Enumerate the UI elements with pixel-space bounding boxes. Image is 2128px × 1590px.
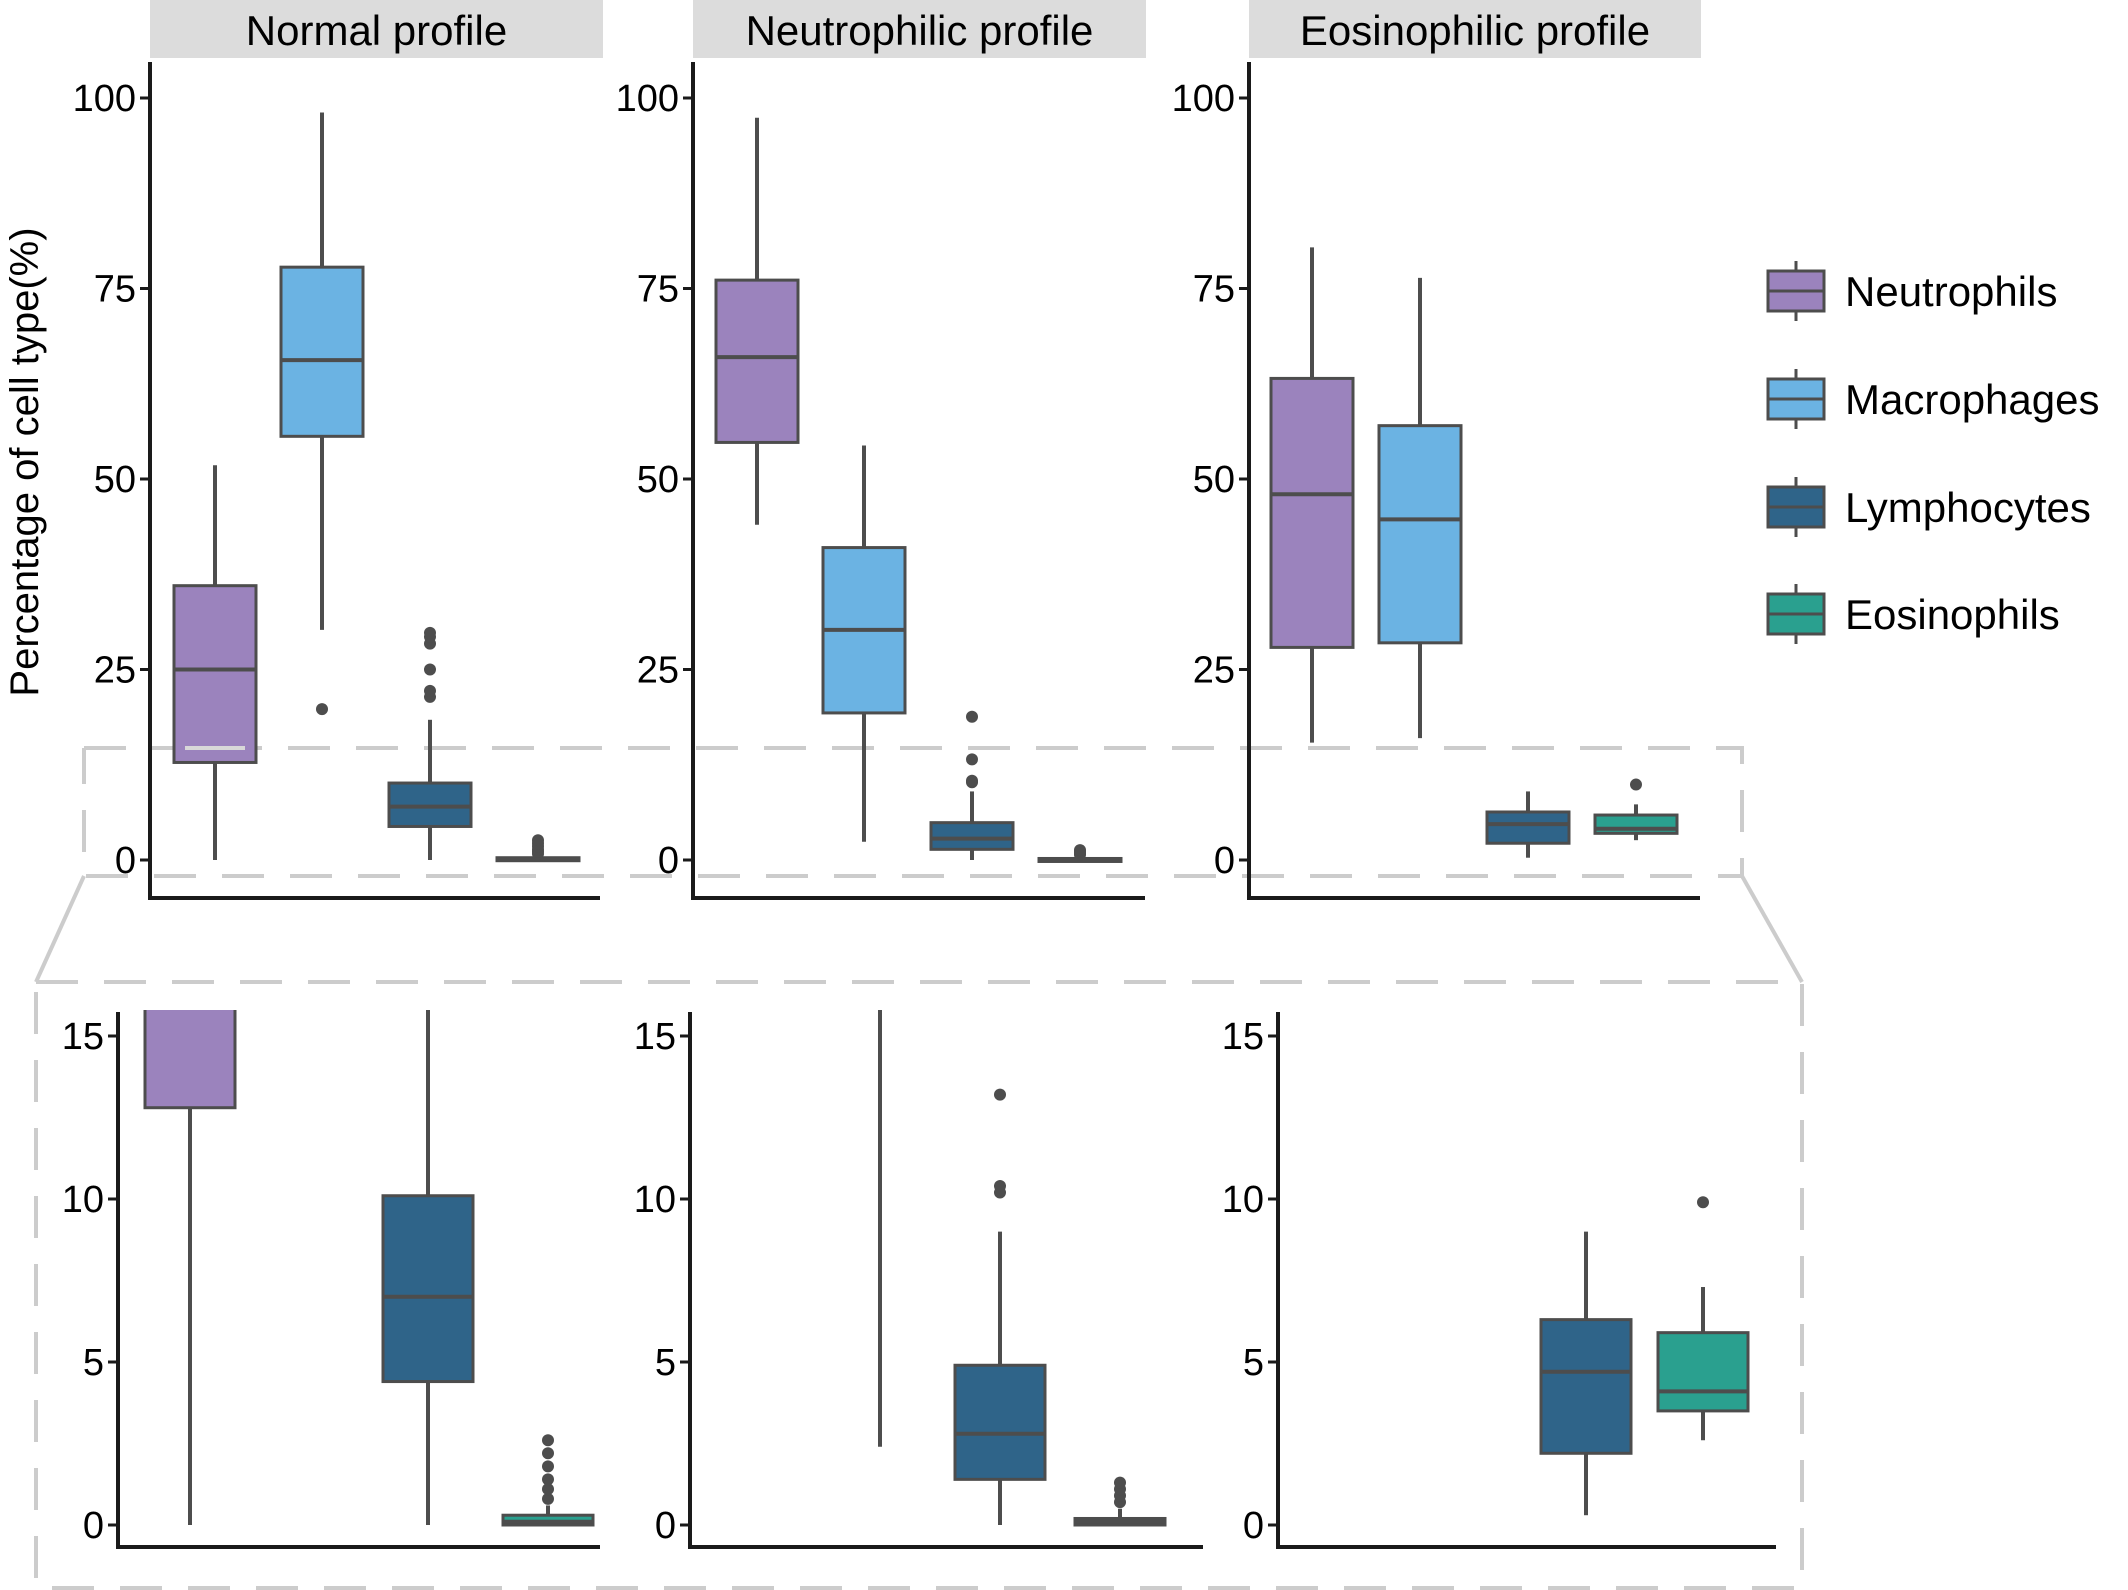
outlier-point-eosinophils bbox=[542, 1473, 554, 1486]
y-tick-label: 0 bbox=[655, 1505, 676, 1547]
box-group bbox=[1539, 1196, 1750, 1516]
strip-title: Eosinophilic profile bbox=[1300, 7, 1650, 54]
y-tick-label: 75 bbox=[1193, 269, 1235, 311]
y-tick-label: 100 bbox=[616, 78, 679, 120]
box-neutrophils bbox=[1269, 376, 1355, 649]
y-tick-label: 0 bbox=[83, 1505, 104, 1547]
y-tick-label: 15 bbox=[62, 1016, 104, 1058]
outlier-point-eosinophils bbox=[1074, 844, 1086, 857]
outlier-point-lymphocytes bbox=[966, 774, 978, 787]
y-tick-label: 5 bbox=[655, 1342, 676, 1384]
outlier-point-eosinophils bbox=[542, 1492, 554, 1505]
outlier-point-lymphocytes bbox=[966, 710, 978, 723]
y-tick-label: 15 bbox=[1222, 1016, 1264, 1058]
y-tick-label: 15 bbox=[634, 1016, 676, 1058]
outlier-point-lymphocytes bbox=[424, 663, 436, 676]
outlier-point-lymphocytes bbox=[994, 1088, 1006, 1101]
y-tick-label: 10 bbox=[1222, 1179, 1264, 1221]
y-axis-label: Percentage of cell type(%) bbox=[3, 227, 47, 696]
y-tick-label: 100 bbox=[1172, 78, 1235, 120]
y-tick-label: 50 bbox=[1193, 459, 1235, 501]
panel-zoom-normal-profile: 0 5 10 15 bbox=[62, 1010, 600, 1549]
box-macrophages bbox=[279, 265, 365, 438]
strip-background bbox=[693, 0, 1146, 58]
y-tick-label: 75 bbox=[637, 269, 679, 311]
box-eosinophils bbox=[1656, 1331, 1750, 1413]
strip-title: Normal profile bbox=[246, 7, 507, 54]
outlier-point-lymphocytes bbox=[966, 753, 978, 766]
box-group bbox=[1269, 247, 1679, 858]
outlier-point-eosinophils bbox=[1114, 1476, 1126, 1489]
legend: Neutrophils Macrophages Lymphocytes Eosinop… bbox=[1766, 261, 2099, 644]
outlier-point-eosinophils bbox=[1630, 778, 1642, 791]
panel-neutrophilic-profile: Neutrophilic profile 0 25 50 75 100 bbox=[616, 0, 1146, 900]
box-macrophages bbox=[1377, 424, 1463, 645]
box-group bbox=[143, 1010, 595, 1527]
zoom-connector-left bbox=[34, 875, 86, 983]
box-lymphocytes bbox=[953, 1363, 1047, 1481]
box-group bbox=[714, 117, 1123, 863]
box-lymphocytes bbox=[381, 1194, 475, 1384]
y-tick-label: 0 bbox=[115, 840, 136, 882]
box-neutrophils bbox=[143, 1010, 237, 1110]
strip-background bbox=[1249, 0, 1701, 58]
panel-normal-profile: Normal profile 0 25 50 75 100 bbox=[73, 0, 603, 900]
panel-zoom-neutrophilic-profile: 0 5 10 15 bbox=[634, 1003, 1203, 1549]
outlier-point-eosinophils bbox=[1697, 1196, 1709, 1209]
y-tick-label: 25 bbox=[1193, 650, 1235, 692]
y-tick-label: 50 bbox=[637, 459, 679, 501]
y-tick-label: 5 bbox=[1243, 1342, 1264, 1384]
box-group bbox=[172, 112, 581, 863]
y-tick-label: 0 bbox=[1243, 1505, 1264, 1547]
outlier-point-lymphocytes bbox=[424, 626, 436, 639]
box-neutrophils bbox=[714, 278, 800, 444]
y-tick-label: 0 bbox=[658, 840, 679, 882]
outlier-point-macrophages bbox=[316, 703, 328, 716]
zoom-guides bbox=[34, 746, 1804, 1590]
strip-title: Neutrophilic profile bbox=[746, 7, 1094, 54]
y-tick-label: 10 bbox=[62, 1179, 104, 1221]
y-tick-label: 10 bbox=[634, 1179, 676, 1221]
y-tick-label: 0 bbox=[1214, 840, 1235, 882]
panel-eosinophilic-profile: Eosinophilic profile 0 25 50 75 100 bbox=[1172, 0, 1701, 900]
legend-label-eosinophils: Eosinophils bbox=[1845, 591, 2060, 638]
y-tick-label: 5 bbox=[83, 1342, 104, 1384]
outlier-point-eosinophils bbox=[542, 1434, 554, 1447]
legend-label-lymphocytes: Lymphocytes bbox=[1845, 484, 2091, 531]
y-tick-label: 25 bbox=[94, 650, 136, 692]
box-lymphocytes bbox=[929, 821, 1015, 851]
strip-background bbox=[150, 0, 603, 58]
y-tick-label: 25 bbox=[637, 650, 679, 692]
legend-label-neutrophils: Neutrophils bbox=[1845, 268, 2057, 315]
outlier-point-lymphocytes bbox=[994, 1179, 1006, 1192]
y-tick-label: 100 bbox=[73, 78, 136, 120]
y-tick-label: 50 bbox=[94, 459, 136, 501]
outlier-point-lymphocytes bbox=[424, 684, 436, 697]
zoom-detail-frame bbox=[34, 980, 1804, 1590]
legend-label-macrophages: Macrophages bbox=[1845, 376, 2099, 423]
box-lymphocytes bbox=[1539, 1318, 1633, 1455]
zoom-connector-right bbox=[1740, 875, 1804, 983]
panel-zoom-eosinophilic-profile: 0 5 10 15 bbox=[1222, 1012, 1776, 1549]
outlier-point-eosinophils bbox=[532, 834, 544, 847]
box-group bbox=[835, 1003, 1167, 1527]
outlier-point-eosinophils bbox=[542, 1483, 554, 1496]
box-macrophages bbox=[835, 1003, 925, 1006]
y-tick-label: 75 bbox=[94, 269, 136, 311]
outlier-point-eosinophils bbox=[542, 1460, 554, 1473]
box-neutrophils bbox=[172, 584, 258, 764]
outlier-point-eosinophils bbox=[542, 1447, 554, 1460]
box-lymphocytes bbox=[1485, 810, 1571, 845]
